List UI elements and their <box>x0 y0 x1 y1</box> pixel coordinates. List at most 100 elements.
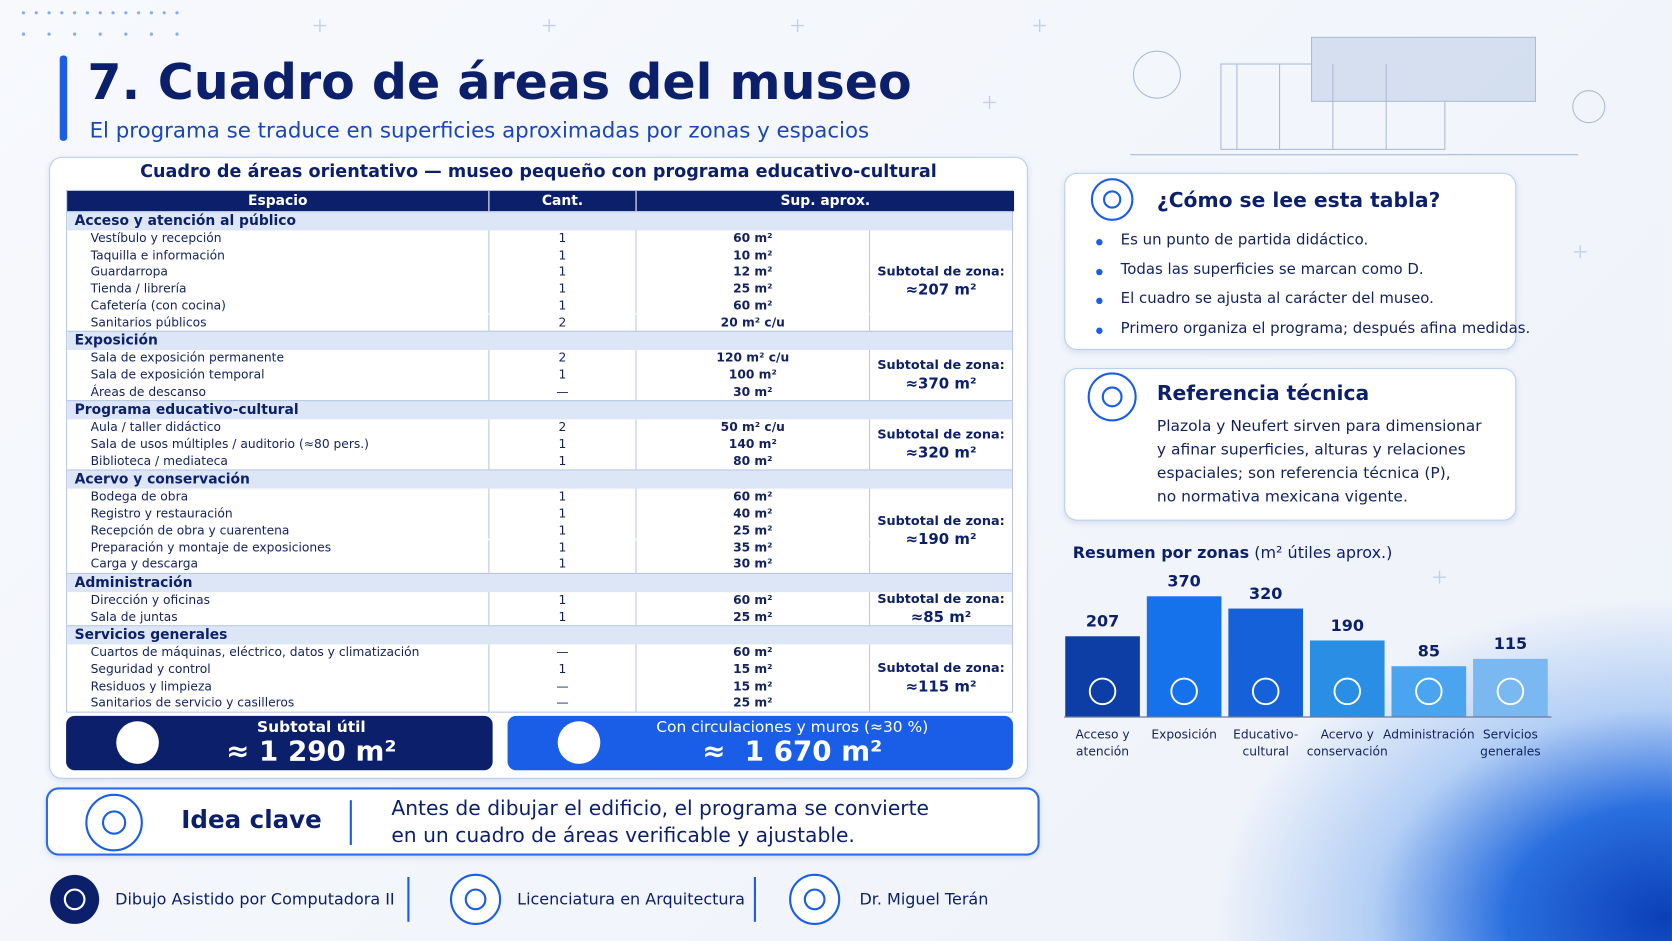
total-label: Con circulaciones y muros (≈30 %) <box>656 719 929 737</box>
icon-circle <box>116 721 159 764</box>
table-caption: Cuadro de áreas orientativo — museo pequ… <box>140 161 937 182</box>
summary-title-main: Resumen por zonas <box>1072 543 1250 563</box>
subtotal-label: Subtotal de zona: <box>877 357 1005 373</box>
zone-subtotal: Subtotal de zona: ≈207 m² <box>870 230 1012 330</box>
cell-qty: 1 <box>489 436 637 454</box>
bar-icon <box>1251 677 1280 706</box>
cell-area: 10 m² <box>637 247 871 264</box>
cell-area: 60 m² <box>637 592 871 609</box>
divider <box>349 800 352 845</box>
cell-space: Biblioteca / mediateca <box>67 453 490 470</box>
cell-space: Sala de exposición permanente <box>67 350 490 367</box>
bar-icon <box>1496 677 1525 706</box>
icon-glyph <box>63 888 86 911</box>
summary-chart: 207 Acceso y atención 370 Exposición 320 Educa… <box>1064 572 1552 758</box>
cell-space: Aula / taller didáctico <box>67 419 490 437</box>
cell-qty: 1 <box>489 505 637 523</box>
subtotal-value: ≈320 m² <box>905 445 977 463</box>
bar-icon <box>1415 677 1443 706</box>
reference-line: Plazola y Neufert sirven para dimensiona… <box>1156 418 1482 436</box>
icon <box>1087 372 1137 422</box>
footer-text: Licenciatura en Arquitectura <box>517 889 745 909</box>
cell-area: 100 m² <box>637 366 871 384</box>
zone-subtotal: Subtotal de zona: ≈115 m² <box>870 645 1012 712</box>
cell-space: Taquilla e información <box>67 247 490 264</box>
icon <box>1090 178 1134 221</box>
cell-space: Áreas de descanso <box>67 383 490 401</box>
how-item: Es un punto de partida didáctico. <box>1120 231 1369 249</box>
bar-icon <box>1333 677 1362 706</box>
cell-qty: 1 <box>489 297 637 315</box>
cell-area: 15 m² <box>637 661 871 679</box>
footer-divider <box>753 876 757 922</box>
cell-area: 25 m² <box>637 522 871 540</box>
icon-circle <box>85 793 143 852</box>
value-label: 207 <box>1086 612 1119 631</box>
category-label: Administración <box>1383 727 1475 741</box>
subtotal-label: Subtotal de zona: <box>877 513 1005 529</box>
bar <box>1146 596 1222 717</box>
cell-space: Sanitarios de servicio y casilleros <box>67 694 490 712</box>
subtotal-value: ≈115 m² <box>905 678 977 696</box>
reference-line: espaciales; son referencia técnica (P), <box>1156 465 1451 483</box>
total-value: ≈ 1 670 m² <box>702 736 883 769</box>
value-label: 320 <box>1249 584 1282 603</box>
bullet <box>1096 297 1103 305</box>
zone-header: Programa educativo-cultural <box>67 400 1012 420</box>
icon-circle <box>789 873 841 926</box>
bar-icon <box>1088 677 1117 706</box>
subtotal-label: Subtotal de zona: <box>877 660 1005 676</box>
cell-space: Sala de exposición temporal <box>67 366 490 384</box>
icon-glyph <box>101 810 127 835</box>
cell-space: Bodega de obra <box>67 489 490 506</box>
cell-space: Dirección y oficinas <box>67 592 490 609</box>
cell-area: 80 m² <box>637 453 871 470</box>
subtotal-value: ≈207 m² <box>905 281 977 299</box>
footer-divider <box>407 876 410 922</box>
key-idea-title: Idea clave <box>181 806 322 835</box>
column-header: Espacio <box>67 190 490 212</box>
zone-header: Acervo y conservación <box>67 469 1012 490</box>
cell-space: Sanitarios públicos <box>67 314 490 331</box>
cell-space: Cuartos de máquinas, eléctrico, datos y … <box>67 644 490 662</box>
cell-qty: 1 <box>489 280 637 298</box>
icon <box>789 873 841 926</box>
summary-title: Resumen por zonas (m² útiles aprox.) <box>1073 543 1393 562</box>
total-value: ≈ 1 290 m² <box>226 736 397 769</box>
icon-glyph <box>127 732 148 753</box>
cell-area: 15 m² <box>637 678 871 695</box>
icon <box>557 721 601 764</box>
zone-header: Servicios generales <box>67 625 1012 645</box>
icon-circle <box>449 873 502 926</box>
icon <box>449 873 502 926</box>
subtotal-label: Subtotal de zona: <box>877 263 1005 279</box>
cell-space: Cafetería (con cocina) <box>67 297 490 315</box>
bar-icon <box>1170 677 1198 706</box>
icon-circle <box>1090 178 1134 221</box>
bullet <box>1096 327 1103 334</box>
cell-qty: 1 <box>489 489 637 506</box>
reference-line: no normativa mexicana vigente. <box>1156 488 1408 506</box>
footer-text: Dibujo Asistido por Computadora II <box>115 889 395 909</box>
cell-space: Carga y descarga <box>67 556 490 573</box>
summary-unit: (m² útiles aprox.) <box>1254 543 1393 563</box>
reference-line: y afinar superficies, alturas y relacion… <box>1156 441 1466 459</box>
zone-subtotal: Subtotal de zona: ≈190 m² <box>870 489 1012 573</box>
cell-space: Residuos y limpieza <box>67 678 490 695</box>
cell-qty: 1 <box>489 247 637 264</box>
category-label: Acceso y <box>1075 727 1129 741</box>
cell-space: Recepción de obra y cuarentena <box>67 522 490 540</box>
how-item: El cuadro se ajusta al carácter del muse… <box>1120 290 1434 308</box>
cell-qty: 1 <box>489 661 637 679</box>
cell-area: 25 m² <box>637 280 871 298</box>
how-item: Primero organiza el programa; después af… <box>1120 319 1531 337</box>
cell-qty: 1 <box>489 539 637 557</box>
subtotal-value: ≈370 m² <box>905 375 977 393</box>
category-label: cultural <box>1242 744 1288 758</box>
bullet <box>1096 268 1103 275</box>
icon-circle <box>1087 372 1137 422</box>
cell-area: 30 m² <box>637 383 871 401</box>
cell-qty: — <box>489 694 637 712</box>
cell-area: 60 m² <box>637 297 871 315</box>
